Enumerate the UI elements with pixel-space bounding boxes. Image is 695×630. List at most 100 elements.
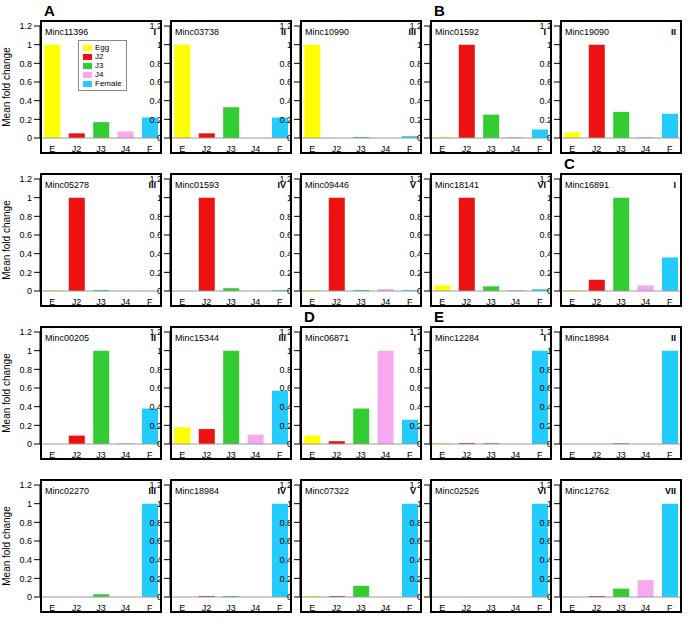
svg-text:1.2: 1.2 <box>149 480 162 490</box>
svg-text:F: F <box>537 603 543 613</box>
svg-text:0.2: 0.2 <box>539 115 552 125</box>
svg-text:1.2: 1.2 <box>149 174 162 184</box>
svg-text:J2: J2 <box>462 144 472 154</box>
svg-text:F: F <box>277 450 283 460</box>
svg-text:J4: J4 <box>251 297 261 307</box>
svg-text:E: E <box>439 603 445 613</box>
svg-text:J4: J4 <box>121 450 131 460</box>
svg-text:J4: J4 <box>251 450 261 460</box>
svg-text:0.8: 0.8 <box>539 212 552 222</box>
svg-text:1.2: 1.2 <box>19 21 32 31</box>
svg-text:0: 0 <box>417 592 422 602</box>
svg-text:0.2: 0.2 <box>19 268 32 278</box>
svg-text:1.2: 1.2 <box>279 174 292 184</box>
svg-text:F: F <box>407 603 413 613</box>
svg-text:1: 1 <box>417 346 422 356</box>
svg-text:0: 0 <box>27 286 32 296</box>
svg-text:E: E <box>49 603 55 613</box>
svg-text:0.2: 0.2 <box>19 115 32 125</box>
svg-text:0.4: 0.4 <box>149 555 162 565</box>
svg-text:1.2: 1.2 <box>149 21 162 31</box>
svg-text:J3: J3 <box>96 144 106 154</box>
svg-text:0.6: 0.6 <box>19 536 32 546</box>
svg-text:0.6: 0.6 <box>149 536 162 546</box>
svg-text:J2: J2 <box>202 297 212 307</box>
svg-text:0.8: 0.8 <box>19 365 32 375</box>
svg-text:J3: J3 <box>96 603 106 613</box>
svg-text:0: 0 <box>547 592 552 602</box>
svg-text:J2: J2 <box>72 297 82 307</box>
svg-text:J4: J4 <box>251 144 261 154</box>
svg-text:1.2: 1.2 <box>19 174 32 184</box>
svg-text:F: F <box>277 144 283 154</box>
svg-text:0.8: 0.8 <box>279 212 292 222</box>
svg-text:1.2: 1.2 <box>279 21 292 31</box>
svg-text:J4: J4 <box>121 144 131 154</box>
svg-text:1: 1 <box>547 193 552 203</box>
svg-text:E: E <box>309 297 315 307</box>
svg-text:0: 0 <box>27 439 32 449</box>
svg-text:J3: J3 <box>616 603 626 613</box>
svg-text:F: F <box>537 144 543 154</box>
svg-text:0: 0 <box>287 592 292 602</box>
svg-text:0: 0 <box>287 439 292 449</box>
svg-text:J4: J4 <box>511 603 521 613</box>
svg-text:J3: J3 <box>226 297 236 307</box>
svg-text:0: 0 <box>157 592 162 602</box>
svg-text:0.4: 0.4 <box>409 249 422 259</box>
svg-text:J3: J3 <box>486 297 496 307</box>
svg-text:0.8: 0.8 <box>19 59 32 69</box>
svg-text:0.6: 0.6 <box>409 536 422 546</box>
svg-text:0.4: 0.4 <box>409 555 422 565</box>
svg-text:J4: J4 <box>121 603 131 613</box>
svg-text:J3: J3 <box>356 450 366 460</box>
svg-text:F: F <box>667 603 673 613</box>
svg-text:0.2: 0.2 <box>149 574 162 584</box>
svg-text:0.6: 0.6 <box>409 77 422 87</box>
svg-text:E: E <box>439 450 445 460</box>
svg-text:1: 1 <box>27 193 32 203</box>
svg-text:0: 0 <box>27 133 32 143</box>
svg-text:1: 1 <box>287 40 292 50</box>
svg-text:0.6: 0.6 <box>409 230 422 240</box>
svg-text:1: 1 <box>417 499 422 509</box>
svg-text:0.2: 0.2 <box>409 574 422 584</box>
svg-text:J3: J3 <box>616 144 626 154</box>
svg-text:E: E <box>309 450 315 460</box>
svg-text:0.2: 0.2 <box>409 115 422 125</box>
svg-text:E: E <box>49 450 55 460</box>
svg-text:J4: J4 <box>381 450 391 460</box>
svg-text:0.6: 0.6 <box>19 383 32 393</box>
svg-text:0.8: 0.8 <box>149 59 162 69</box>
svg-text:0.2: 0.2 <box>409 268 422 278</box>
svg-text:J3: J3 <box>486 144 496 154</box>
svg-text:E: E <box>569 603 575 613</box>
svg-text:1: 1 <box>417 40 422 50</box>
svg-text:E: E <box>569 144 575 154</box>
svg-text:0.4: 0.4 <box>279 249 292 259</box>
svg-text:E: E <box>49 297 55 307</box>
svg-text:1: 1 <box>157 499 162 509</box>
svg-text:0: 0 <box>157 286 162 296</box>
svg-text:E: E <box>439 144 445 154</box>
svg-text:1: 1 <box>157 193 162 203</box>
svg-text:0.8: 0.8 <box>279 518 292 528</box>
svg-text:0.4: 0.4 <box>19 555 32 565</box>
svg-text:0.4: 0.4 <box>279 555 292 565</box>
svg-text:0.4: 0.4 <box>149 96 162 106</box>
svg-text:J2: J2 <box>462 603 472 613</box>
svg-text:1: 1 <box>287 346 292 356</box>
svg-text:J3: J3 <box>486 603 496 613</box>
svg-text:1: 1 <box>157 346 162 356</box>
svg-text:J4: J4 <box>641 603 651 613</box>
svg-text:F: F <box>667 297 673 307</box>
svg-text:J4: J4 <box>641 450 651 460</box>
svg-text:0.6: 0.6 <box>539 383 552 393</box>
svg-text:0.8: 0.8 <box>539 365 552 375</box>
svg-text:J3: J3 <box>96 297 106 307</box>
svg-text:0.4: 0.4 <box>409 96 422 106</box>
svg-text:0.8: 0.8 <box>409 212 422 222</box>
svg-text:E: E <box>569 297 575 307</box>
svg-text:0.8: 0.8 <box>409 365 422 375</box>
svg-text:0.2: 0.2 <box>149 115 162 125</box>
